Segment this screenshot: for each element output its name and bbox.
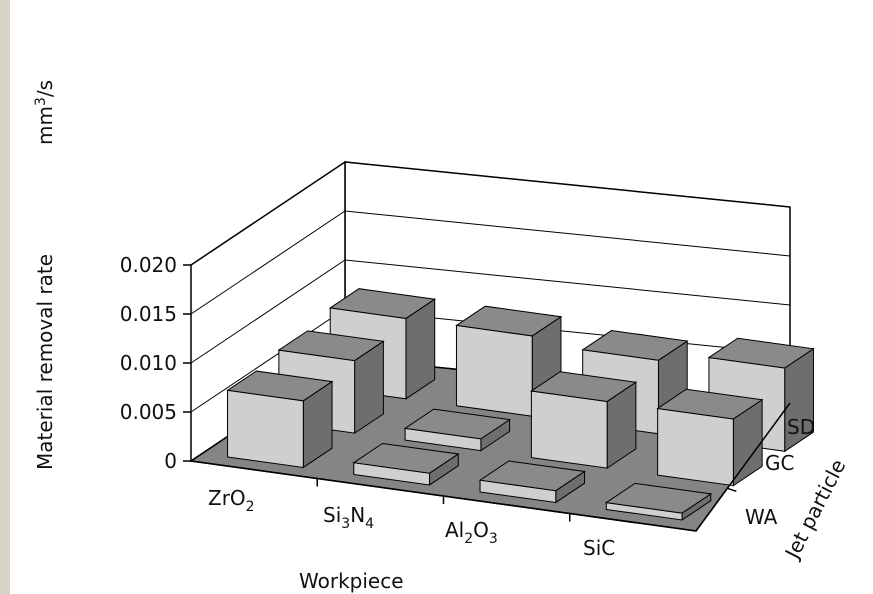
category-label-al2o3: Al2O3 (445, 518, 498, 547)
series-label-gc: GC (765, 451, 794, 475)
bar-wa-1 (352, 442, 460, 486)
z-axis-label: Material removal rate (33, 254, 57, 470)
bar-wa-3 (604, 482, 713, 521)
y-tick-mark (727, 487, 737, 493)
bar-top-face (656, 388, 764, 420)
series-label-sd: SD (787, 415, 815, 439)
bar-top-face (226, 370, 334, 402)
bar-sd-1 (455, 305, 563, 418)
bar-gc-1 (403, 408, 511, 452)
series-label-wa: WA (745, 505, 778, 529)
bar-wa-0 (226, 370, 334, 469)
category-label-sic: SiC (583, 536, 615, 560)
bar-front-face (657, 407, 734, 487)
z-tick-label: 0.010 (120, 351, 177, 375)
bar-top-face (581, 330, 689, 361)
z-axis-ticks: 0 0.005 0.010 0.015 0.020 (120, 253, 791, 532)
bar-top-face (604, 482, 713, 514)
bar-front-face (227, 389, 304, 469)
z-axis-title: Material removal rate (33, 254, 57, 470)
bar-front-face (530, 390, 608, 469)
bar-top-face (403, 408, 511, 440)
gridline (190, 210, 791, 315)
bar-gc-2 (530, 371, 638, 470)
bar-front-face (455, 324, 533, 417)
bar-top-face (352, 442, 460, 474)
bar-top-face (328, 288, 437, 319)
bar-top-face (530, 371, 638, 402)
z-tick-label: 0 (164, 449, 177, 473)
bars (226, 288, 815, 521)
floor-edge (190, 402, 791, 532)
category-label-si3n4: Si3N4 (323, 503, 374, 532)
x-axis-title: Workpiece (299, 569, 404, 593)
z-axis-unit: mm3/s (33, 80, 57, 145)
gridline (190, 161, 791, 266)
bar-wa-2 (478, 460, 586, 504)
bar-chart-3d: 0 0.005 0.010 0.015 0.020 Material removal r… (33, 80, 850, 593)
bar-gc-3 (656, 388, 764, 487)
bar-top-face (707, 337, 815, 369)
z-tick-label: 0.015 (120, 302, 177, 326)
gridline (190, 259, 791, 364)
z-tick-label: 0.020 (120, 253, 177, 277)
chart-container: 0 0.005 0.010 0.015 0.020 Material removal r… (10, 0, 873, 594)
bar-top-face (277, 330, 385, 362)
z-tick-label: 0.005 (120, 400, 177, 424)
bar-top-face (455, 305, 563, 337)
category-label-zro2: ZrO2 (208, 486, 255, 515)
bar-top-face (478, 460, 586, 492)
